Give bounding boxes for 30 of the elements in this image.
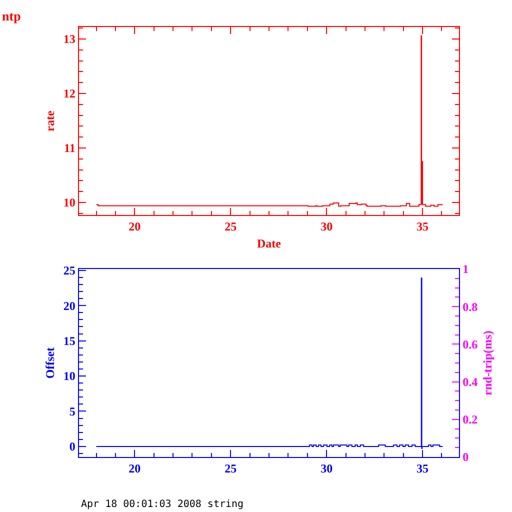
y-axis-title: rate [42,110,57,132]
y-tick-label: 10 [63,196,76,210]
y-axis-title: Offset [42,347,57,379]
text: Apr 18 00:01:03 2008 string [81,499,244,510]
y-tick-label: 15 [63,334,76,348]
y2-tick-label: 0.2 [462,412,478,427]
x-tick-label: 30 [320,462,333,476]
chart-title: ntp [2,8,21,24]
x-tick-label: 20 [128,220,141,234]
y-tick-label: 11 [64,141,76,156]
y2-axis-title: rnd-trip(ms) [480,330,494,396]
y-tick-label: 5 [69,404,76,418]
y2-tick-label: 0.8 [462,300,478,314]
x-tick-label: 20 [128,462,141,476]
y-tick-label: 10 [63,369,76,384]
x-tick-label: 25 [224,462,237,476]
x-tick-label: 30 [320,220,333,234]
y-tick-label: 25 [63,264,76,278]
y-tick-label: 0 [69,440,76,454]
y-tick-label: 12 [63,86,76,101]
x-axis-title: Date [257,236,282,250]
y2-tick-label: 0.6 [462,337,478,352]
x-tick-label: 25 [224,220,237,234]
y2-tick-label: 0 [462,450,469,464]
y2-tick-label: 0.4 [462,375,478,389]
y-tick-label: 20 [63,298,76,313]
y-tick-label: 13 [63,32,76,46]
x-tick-label: 35 [416,220,429,234]
x-tick-label: 35 [416,462,429,476]
y2-tick-label: 1 [462,262,469,276]
